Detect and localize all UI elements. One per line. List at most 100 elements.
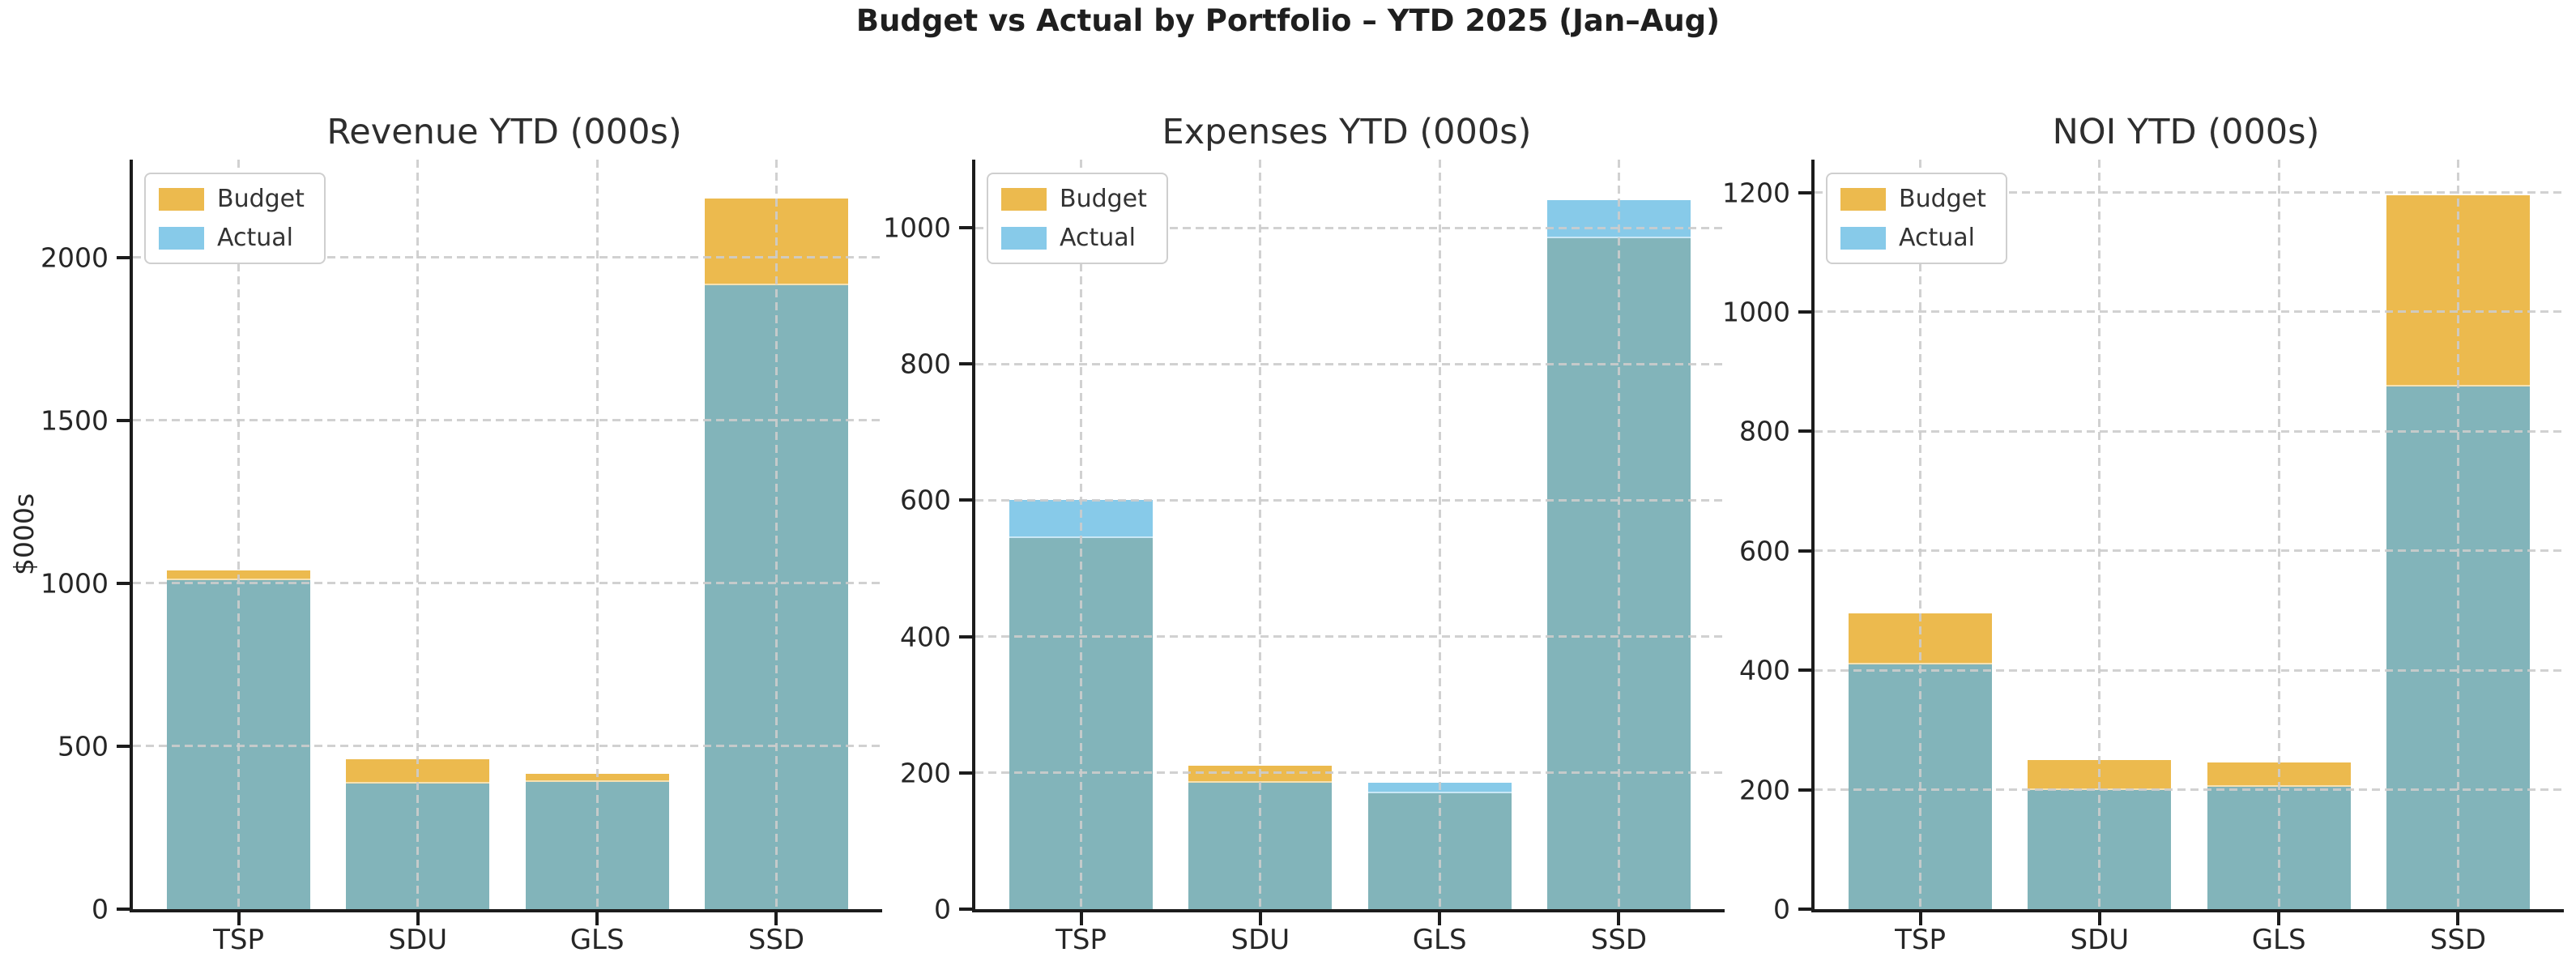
legend-item-actual: Actual (159, 224, 305, 252)
legend: Budget Actual (1826, 173, 2007, 264)
gridline-horizontal (975, 771, 1725, 775)
gridline-horizontal (1815, 788, 2564, 792)
gridline-horizontal (975, 498, 1725, 502)
gridline-horizontal (1815, 549, 2564, 553)
y-tick-mark (117, 744, 130, 748)
gridline-vertical (237, 160, 241, 909)
y-tick-mark (1798, 908, 1811, 911)
x-tick-mark (2277, 912, 2281, 925)
gridline-horizontal (133, 256, 882, 259)
x-tick-mark (1617, 912, 1621, 925)
gridline-vertical (2277, 160, 2280, 909)
y-tick-mark (1798, 429, 1811, 434)
gridline-vertical (416, 160, 420, 909)
y-tick-label: 400 (900, 621, 951, 653)
y-tick-mark (1798, 668, 1811, 673)
y-tick-label: 800 (900, 348, 951, 380)
y-tick-mark (959, 362, 972, 366)
y-tick-label: 200 (1739, 774, 1790, 806)
y-tick-label: 600 (1739, 535, 1790, 567)
gridline-vertical (1080, 160, 1083, 909)
legend-item-budget: Budget (1840, 185, 1986, 213)
x-tick-label: TSP (213, 924, 264, 956)
y-tick-label: 400 (1739, 654, 1790, 686)
legend-swatch-actual (159, 226, 204, 250)
gridline-vertical (1438, 160, 1441, 909)
x-tick-mark (595, 912, 599, 925)
x-tick-mark (416, 912, 420, 925)
y-tick-mark (117, 908, 130, 911)
gridline-horizontal (975, 635, 1725, 639)
y-tick-mark (1798, 190, 1811, 194)
y-tick-label: 200 (900, 757, 951, 789)
y-tick-label: 2000 (41, 241, 109, 274)
x-tick-mark (237, 912, 241, 925)
gridline-vertical (2098, 160, 2101, 909)
x-tick-mark (1258, 912, 1262, 925)
x-tick-label: TSP (1056, 924, 1107, 956)
gridline-vertical (1617, 160, 1620, 909)
gridline-horizontal (1815, 191, 2564, 194)
y-tick-mark (1798, 549, 1811, 553)
gridline-vertical (2456, 160, 2459, 909)
gridline-horizontal (975, 226, 1725, 229)
y-tick-label: 1000 (1722, 296, 1790, 328)
x-tick-mark (2456, 912, 2460, 925)
gridline-horizontal (975, 362, 1725, 365)
y-tick-label: 1200 (1722, 177, 1790, 209)
plot-area-expenses: Budget Actual 0 200 400 600 800 1000 TSP SDU GLS… (883, 160, 1725, 956)
legend-label-budget: Budget (217, 185, 305, 213)
gridline-vertical (774, 160, 778, 909)
x-tick-label: SDU (1230, 924, 1290, 956)
subplot-title-expenses: Expenses YTD (000s) (1162, 112, 1532, 152)
x-tick-label: SDU (388, 924, 448, 956)
x-tick-mark (1079, 912, 1083, 925)
x-tick-label: GLS (1412, 924, 1467, 956)
gridline-horizontal (1815, 668, 2564, 672)
y-tick-mark (117, 255, 130, 259)
x-tick-label: TSP (1895, 924, 1946, 956)
x-tick-mark (1918, 912, 1922, 925)
gridline-vertical (1919, 160, 1922, 909)
y-tick-mark (1798, 788, 1811, 792)
legend-swatch-actual (1840, 226, 1886, 250)
plot-area-revenue: Budget Actual 0 500 1000 1500 2000 TSP SDU GLS S… (41, 160, 882, 956)
legend-label-actual: Actual (1060, 224, 1136, 252)
legend: Budget Actual (987, 173, 1168, 264)
x-tick-label: SDU (2070, 924, 2130, 956)
x-tick-label: SSD (748, 924, 805, 956)
legend-item-budget: Budget (159, 185, 305, 213)
x-tick-mark (2097, 912, 2101, 925)
y-tick-mark (117, 418, 130, 422)
figure-title: Budget vs Actual by Portfolio – YTD 2025… (855, 3, 1721, 38)
gridline-vertical (595, 160, 599, 909)
y-tick-label: 1000 (41, 567, 109, 600)
x-tick-label: SSD (1590, 924, 1648, 956)
x-tick-mark (774, 912, 778, 925)
y-tick-mark (959, 498, 972, 502)
y-tick-mark (117, 581, 130, 585)
y-tick-label: 0 (92, 893, 109, 925)
subplot-title-noi: NOI YTD (000s) (2052, 112, 2320, 152)
legend-swatch-budget (1001, 187, 1047, 211)
gridline-horizontal (1815, 310, 2564, 314)
legend-label-budget: Budget (1899, 185, 1986, 213)
x-tick-label: SSD (2429, 924, 2487, 956)
subplot-title-revenue: Revenue YTD (000s) (326, 112, 682, 152)
legend-item-actual: Actual (1001, 224, 1147, 252)
legend-label-actual: Actual (217, 224, 293, 252)
y-tick-mark (959, 634, 972, 639)
y-tick-label: 500 (58, 730, 109, 762)
gridline-vertical (1259, 160, 1262, 909)
y-tick-label: 0 (934, 893, 951, 925)
y-tick-mark (959, 771, 972, 775)
y-tick-label: 800 (1739, 415, 1790, 447)
gridline-horizontal (1815, 429, 2564, 433)
legend-swatch-actual (1001, 226, 1047, 250)
y-tick-label: 1000 (883, 211, 951, 244)
x-tick-label: GLS (569, 924, 625, 956)
legend-item-budget: Budget (1001, 185, 1147, 213)
legend-label-actual: Actual (1899, 224, 1975, 252)
y-tick-mark (959, 908, 972, 911)
